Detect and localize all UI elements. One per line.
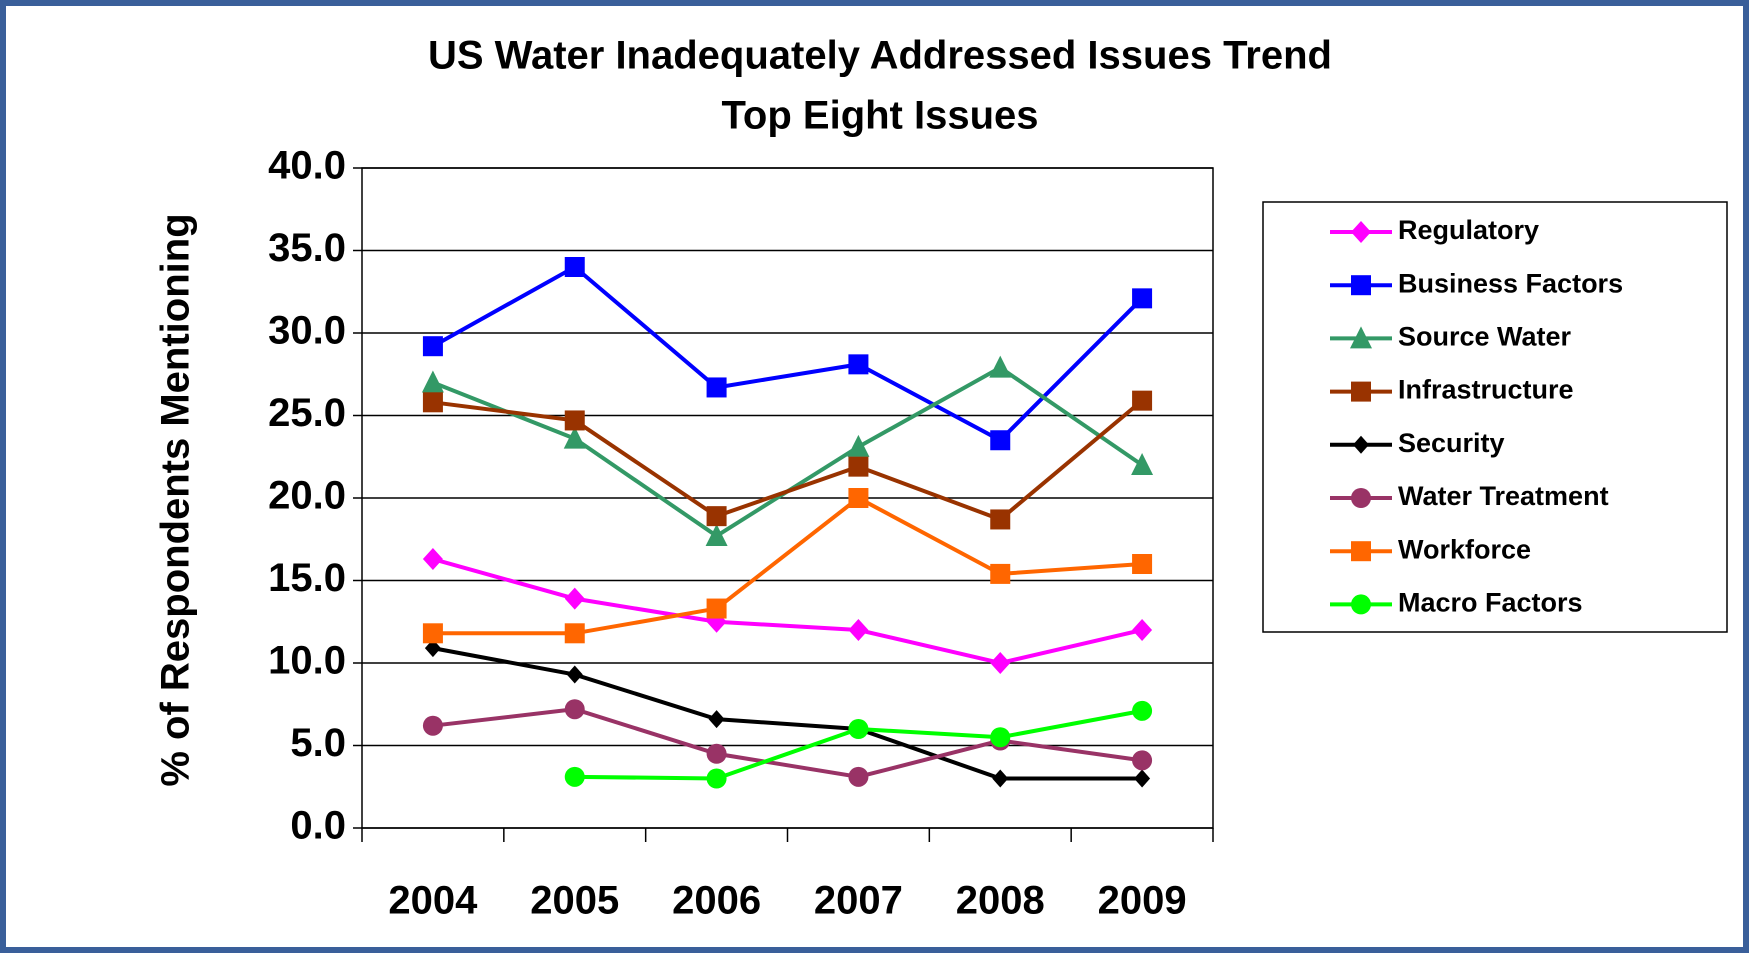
- legend-marker: [1351, 221, 1371, 243]
- data-point: [1132, 288, 1153, 309]
- data-point: [564, 766, 585, 787]
- legend-label: Infrastructure: [1398, 375, 1574, 405]
- data-point: [990, 430, 1011, 451]
- series-line: [432, 557, 1143, 666]
- data-point: [564, 410, 585, 431]
- data-point: [563, 426, 586, 449]
- x-tick-label: 2005: [530, 879, 619, 923]
- legend-box: [1262, 201, 1728, 633]
- y-tick-label: 5.0: [290, 721, 346, 765]
- series-line: [432, 707, 1143, 779]
- x-tick-label: 2004: [388, 879, 478, 923]
- chart-title: US Water Inadequately Addressed Issues T…: [428, 34, 1332, 78]
- legend-label: Business Factors: [1398, 268, 1623, 298]
- data-point: [706, 506, 727, 527]
- y-tick-label: 20.0: [268, 474, 346, 518]
- data-point: [989, 355, 1012, 378]
- y-tick-label: 30.0: [268, 309, 346, 353]
- data-point: [990, 563, 1011, 584]
- data-point: [422, 336, 443, 357]
- series-line: [432, 646, 1143, 781]
- legend-marker: [1350, 326, 1372, 349]
- data-point: [422, 392, 443, 413]
- series-line: [432, 495, 1143, 636]
- series-line: [431, 264, 1144, 443]
- data-point: [848, 456, 869, 477]
- data-point: [424, 639, 441, 658]
- data-point: [706, 768, 727, 789]
- data-point: [564, 587, 585, 610]
- y-tick-label: 10.0: [268, 639, 346, 683]
- legend-label: Security: [1398, 428, 1505, 458]
- data-point: [1132, 554, 1153, 574]
- data-point: [1131, 453, 1154, 475]
- legend-label: Workforce: [1398, 534, 1531, 564]
- y-tick-label: 0.0: [290, 804, 346, 848]
- series-line: [432, 399, 1144, 522]
- data-point: [1132, 700, 1153, 721]
- data-point: [1134, 769, 1151, 788]
- y-tick-label: 35.0: [268, 226, 346, 270]
- data-point: [990, 509, 1011, 530]
- legend-marker: [1351, 275, 1371, 296]
- data-point: [564, 699, 585, 720]
- x-tick-label: 2006: [672, 879, 761, 923]
- data-point: [421, 370, 444, 393]
- data-point: [564, 257, 585, 277]
- x-tick-label: 2008: [956, 879, 1045, 923]
- data-point: [990, 727, 1011, 748]
- y-tick-label: 15.0: [268, 556, 346, 600]
- data-point: [848, 619, 869, 641]
- y-tick-label: 40.0: [268, 144, 346, 188]
- data-point: [848, 766, 869, 787]
- legend-label: Source Water: [1398, 322, 1572, 352]
- x-tick-label: 2007: [814, 879, 903, 923]
- data-point: [848, 354, 869, 375]
- data-point: [706, 743, 727, 764]
- legend-marker: [1353, 435, 1369, 454]
- data-point: [705, 523, 728, 546]
- data-point: [422, 715, 443, 736]
- data-point: [706, 598, 727, 619]
- legend-marker: [1351, 594, 1371, 615]
- data-point: [1132, 619, 1153, 641]
- data-point: [848, 488, 869, 508]
- data-point: [566, 665, 583, 684]
- data-point: [847, 434, 870, 457]
- data-point: [564, 623, 585, 644]
- data-point: [706, 377, 727, 398]
- data-point: [992, 769, 1009, 788]
- legend-label: Regulatory: [1398, 215, 1539, 245]
- data-point: [848, 719, 869, 739]
- legend-marker: [1351, 488, 1371, 508]
- legend-marker: [1351, 541, 1371, 562]
- legend-label: Macro Factors: [1398, 588, 1583, 618]
- y-tick-label: 25.0: [268, 391, 346, 435]
- y-axis-title: % of Respondents Mentioning: [154, 213, 198, 786]
- data-point: [1132, 750, 1153, 771]
- chart-subtitle: Top Eight Issues: [721, 94, 1038, 138]
- x-tick-label: 2009: [1098, 879, 1187, 923]
- legend-label: Water Treatment: [1398, 481, 1609, 511]
- data-point: [1132, 390, 1153, 411]
- data-point: [422, 548, 443, 571]
- data-point: [708, 710, 725, 729]
- data-point: [422, 623, 443, 644]
- legend-marker: [1351, 381, 1371, 402]
- data-point: [990, 652, 1011, 674]
